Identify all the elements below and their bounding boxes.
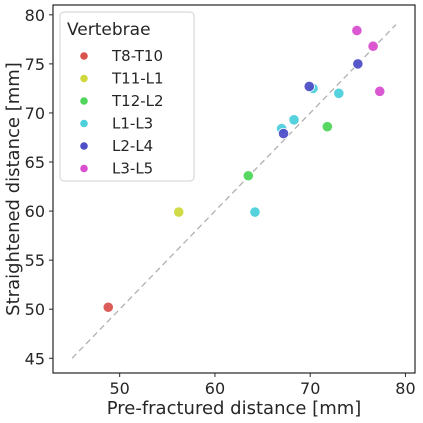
- data-points: [102, 24, 386, 313]
- x-axis-label: Pre-fractured distance [mm]: [107, 398, 362, 419]
- x-tick-label: 50: [110, 379, 130, 398]
- data-point-l2-l4-2: [303, 80, 315, 93]
- reference-line-layer: [71, 24, 397, 359]
- legend-marker-t12-l2: [80, 97, 88, 105]
- x-tick-label: 60: [205, 379, 225, 398]
- data-point-t12-l2-1: [242, 170, 254, 182]
- legend: Vertebrae T8-T10 T11-L1 T12-L2 L1-L3 L2-L4 L3…: [59, 11, 195, 182]
- data-point-l1-l3-1: [249, 206, 261, 218]
- y-axis-label: Straightened distance [mm]: [3, 62, 24, 316]
- data-point-l1-l3-5: [333, 87, 345, 99]
- y-tick-label: 65: [25, 153, 45, 172]
- legend-label-l2-l4: L2-L4: [112, 137, 153, 155]
- y-tick-label: 70: [25, 104, 45, 123]
- data-point-t12-l2-2: [321, 121, 333, 133]
- x-tick-label: 70: [300, 379, 320, 398]
- x-axis-ticks: 50 60 70 80: [110, 373, 416, 398]
- plot-frame: [52, 4, 416, 374]
- legend-box: [59, 11, 195, 182]
- data-point-l2-l4-3: [352, 58, 364, 70]
- legend-marker-l1-l3: [80, 119, 88, 128]
- y-tick-label: 75: [25, 55, 45, 74]
- legend-label-t12-l2: T12-L2: [111, 92, 164, 110]
- data-point-t11-l1-1: [173, 206, 185, 218]
- y-tick-label: 50: [25, 300, 45, 319]
- y-axis-ticks: 45 50 55 60 65 70 75 80: [25, 6, 53, 368]
- legend-label-t8-t10: T8-T10: [111, 47, 163, 65]
- y-tick-label: 80: [25, 6, 45, 25]
- x-tick-label: 80: [395, 379, 415, 398]
- legend-marker-t8-t10: [80, 52, 88, 60]
- data-point-l1-l3-3: [288, 114, 300, 126]
- data-point-l3-l5-1: [351, 24, 363, 37]
- y-tick-label: 60: [25, 202, 45, 221]
- legend-marker-t11-l1: [80, 74, 88, 83]
- legend-marker-l2-l4: [80, 142, 88, 150]
- axes-frame: [52, 4, 416, 374]
- legend-title: Vertebrae: [67, 20, 151, 40]
- legend-label-l3-l5: L3-L5: [112, 160, 153, 178]
- data-point-t8-t10-1: [102, 301, 114, 313]
- y-tick-label: 45: [25, 349, 45, 368]
- legend-label-t11-l1: T11-L1: [111, 70, 164, 88]
- legend-marker-l3-l5: [80, 164, 88, 173]
- data-point-l2-l4-1: [277, 127, 290, 140]
- legend-label-l1-l3: L1-L3: [112, 115, 153, 133]
- data-point-l3-l5-2: [367, 40, 379, 52]
- identity-reference-line: [71, 24, 397, 359]
- y-tick-label: 55: [25, 251, 45, 270]
- data-point-l3-l5-3: [374, 85, 386, 97]
